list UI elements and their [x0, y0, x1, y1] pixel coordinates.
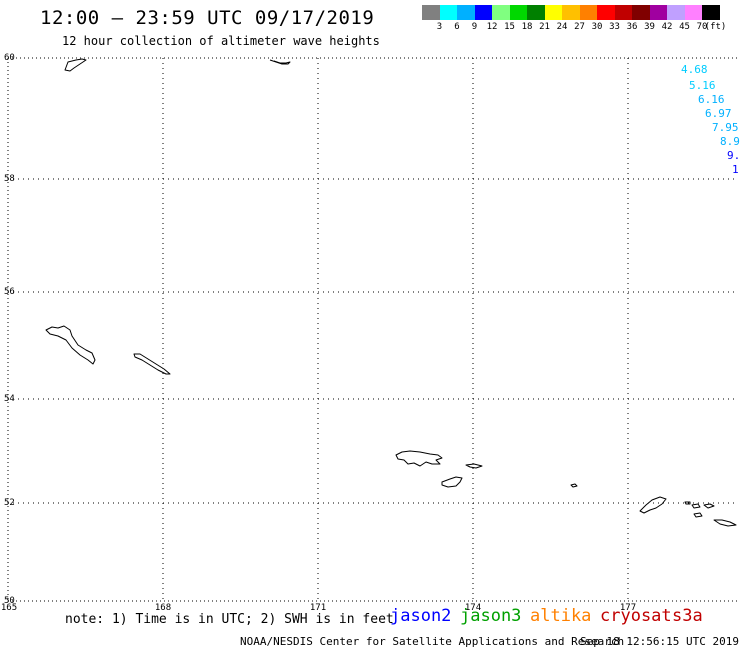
island-rat-3: [703, 503, 715, 509]
legend-label: 33: [609, 22, 620, 32]
island-rat-2: [691, 503, 701, 509]
lon-tick-177: 177: [620, 603, 636, 613]
island-medny: [133, 353, 171, 375]
generated-timestamp: Sep 18 12:56:15 UTC 2019: [580, 635, 739, 648]
wave-label: 9.: [727, 149, 740, 162]
legend-label: 12: [486, 22, 498, 32]
legend-swatch: [667, 5, 685, 20]
wave-height-legend: 3 6 9 12 15 18 21 24 27 30 33 36 39 42 45 70 (ft): [422, 5, 727, 32]
legend-label: 45: [679, 22, 690, 32]
legend-swatch: [614, 5, 632, 20]
legend-swatch: [509, 5, 527, 20]
island-semichi: [465, 463, 483, 469]
island-rat-4: [693, 512, 703, 518]
coastline-top-center: [269, 59, 291, 65]
satellite-s3a: s3a: [672, 606, 703, 626]
lat-tick-56: 56: [4, 287, 15, 297]
legend-label: 27: [574, 22, 585, 32]
lat-tick-50: 50: [4, 596, 15, 606]
coastlines: [45, 58, 737, 527]
map-title: 12:00 – 23:59 UTC 09/17/2019: [40, 7, 375, 29]
legend-swatch: [527, 5, 545, 20]
satellite-jason3: jason3: [460, 606, 522, 626]
legend-label: 39: [644, 22, 655, 32]
legend-label: 9: [471, 22, 478, 32]
legend-label: 42: [661, 22, 673, 32]
wave-label: 4.68: [681, 63, 708, 76]
legend-swatch: [632, 5, 650, 20]
map-frame: [7, 57, 738, 602]
legend-label: 36: [626, 22, 638, 32]
island-bering: [45, 325, 96, 365]
footer-note: note: 1) Time is in UTC; 2) SWH is in fe…: [65, 612, 394, 627]
lat-tick-labels: 60 58 56 54 52 50: [4, 53, 15, 606]
island-agattu: [441, 476, 463, 488]
wave-label: 8.9: [720, 135, 740, 148]
legend-label: 3: [436, 22, 443, 32]
island-amchitka: [713, 519, 737, 527]
legend-labels: 3 6 9 12 15 18 21 24 27 30 33 36 39 42 45 70 (ft): [422, 20, 727, 32]
wave-label: 7.95: [712, 121, 739, 134]
lon-tick-165: 165: [1, 603, 17, 613]
legend-swatch: [439, 5, 457, 20]
island-kiska: [639, 496, 667, 514]
legend-unit: (ft): [704, 22, 727, 32]
legend-swatch: [562, 5, 580, 20]
legend-swatch: [649, 5, 667, 20]
coastline-top-left: [64, 58, 87, 72]
island-buldir: [570, 483, 578, 488]
credit-text: NOAA/NESDIS Center for Satellite Applica…: [240, 635, 625, 648]
wave-label: 6.16: [698, 93, 725, 106]
satellite-altika: altika: [530, 606, 592, 626]
altimeter-track-labels: 4.68 5.16 6.16 6.97 7.95 8.9 9. 1: [681, 63, 740, 176]
legend-label: 18: [521, 22, 533, 32]
satellite-jason2: jason2: [390, 606, 452, 626]
lon-tick-171: 171: [310, 603, 326, 613]
wave-label: 6.97: [705, 107, 732, 120]
legend-label: 6: [454, 22, 460, 32]
legend-label: 15: [504, 22, 515, 32]
legend-swatch: [422, 5, 440, 20]
legend-swatch: [702, 5, 720, 20]
lat-tick-54: 54: [4, 394, 15, 404]
lon-tick-168: 168: [155, 603, 171, 613]
legend-label: 70: [696, 22, 708, 32]
legend-label: 24: [556, 22, 568, 32]
legend-swatch: [544, 5, 562, 20]
legend-swatch: [684, 5, 702, 20]
legend-swatch: [579, 5, 597, 20]
lat-tick-60: 60: [4, 53, 15, 63]
legend-label: 21: [539, 22, 550, 32]
lon-tick-174: 174: [465, 603, 481, 613]
legend-swatch: [492, 5, 510, 20]
wave-label: 1: [732, 163, 739, 176]
island-rat-1: [684, 501, 691, 505]
legend-swatch: [597, 5, 615, 20]
legend-label: 30: [591, 22, 603, 32]
wave-label: 5.16: [689, 79, 716, 92]
map-subtitle: 12 hour collection of altimeter wave hei…: [62, 34, 380, 48]
graticule: [8, 58, 738, 601]
legend-swatch: [474, 5, 492, 20]
island-attu: [395, 450, 443, 467]
legend-swatch: [457, 5, 475, 20]
lon-tick-labels: 165 168 171 174 177: [1, 603, 636, 613]
lat-tick-58: 58: [4, 174, 15, 184]
satellite-cryosat: cryosat: [600, 606, 672, 626]
lat-tick-52: 52: [4, 498, 15, 508]
legend-swatches: [422, 5, 720, 20]
